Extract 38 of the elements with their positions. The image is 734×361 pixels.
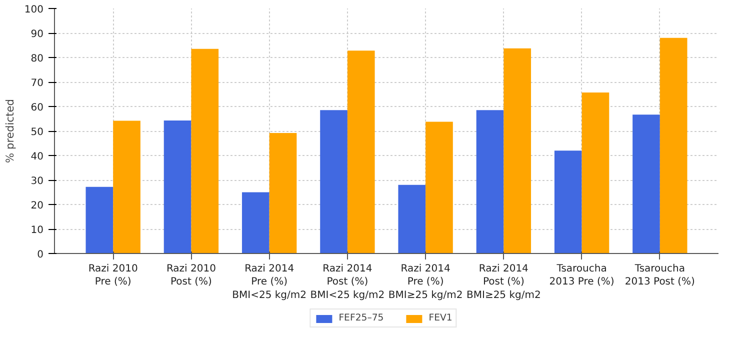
y-tick-label: 60 xyxy=(30,102,44,114)
bar xyxy=(398,184,426,254)
bar xyxy=(504,48,532,254)
x-tick-label: Razi 2010 Post (%) xyxy=(166,264,216,288)
bar xyxy=(269,132,297,254)
x-tick-label: Razi 2014 Pre (%) BMI<25 kg/m2 xyxy=(232,264,306,301)
x-tick-label: Razi 2014 Post (%) BMI<25 kg/m2 xyxy=(310,264,385,301)
bar xyxy=(476,110,504,254)
bar xyxy=(582,92,610,254)
y-tick-label: 40 xyxy=(30,152,44,162)
bar xyxy=(660,38,688,254)
x-tick-label: Razi 2014 Pre (%) BMI≥25 kg/m2 xyxy=(388,264,463,301)
y-tick-label: 90 xyxy=(30,29,44,40)
legend-label: FEF25–75 xyxy=(338,312,384,324)
bar xyxy=(113,120,140,254)
y-tick-label: 0 xyxy=(37,250,44,260)
bar xyxy=(242,192,270,254)
bar xyxy=(554,150,582,254)
y-axis-title: % predicted xyxy=(3,98,16,164)
bar xyxy=(320,110,348,254)
y-tick-label: 80 xyxy=(30,54,44,64)
bar xyxy=(426,122,453,254)
y-tick-label: 70 xyxy=(30,78,44,89)
y-tick-label: 50 xyxy=(30,127,44,138)
y-tick-label: 100 xyxy=(24,4,44,16)
bar xyxy=(164,120,192,254)
y-tick-label: 10 xyxy=(30,225,44,236)
y-tick-label: 30 xyxy=(30,176,44,187)
x-tick-label: Razi 2010 Pre (%) xyxy=(88,264,138,288)
x-tick-label: Tsaroucha 2013 Pre (%) xyxy=(549,264,614,288)
x-tick-label: Razi 2014 Post (%) BMI≥25 kg/m2 xyxy=(466,264,541,301)
bar xyxy=(632,114,660,254)
legend-label: FEV1 xyxy=(428,312,452,324)
bar xyxy=(86,186,114,254)
x-tick-label: Tsaroucha 2013 Post (%) xyxy=(624,264,696,288)
y-tick-label: 20 xyxy=(30,200,44,212)
bar xyxy=(191,48,219,254)
bar xyxy=(347,50,375,254)
